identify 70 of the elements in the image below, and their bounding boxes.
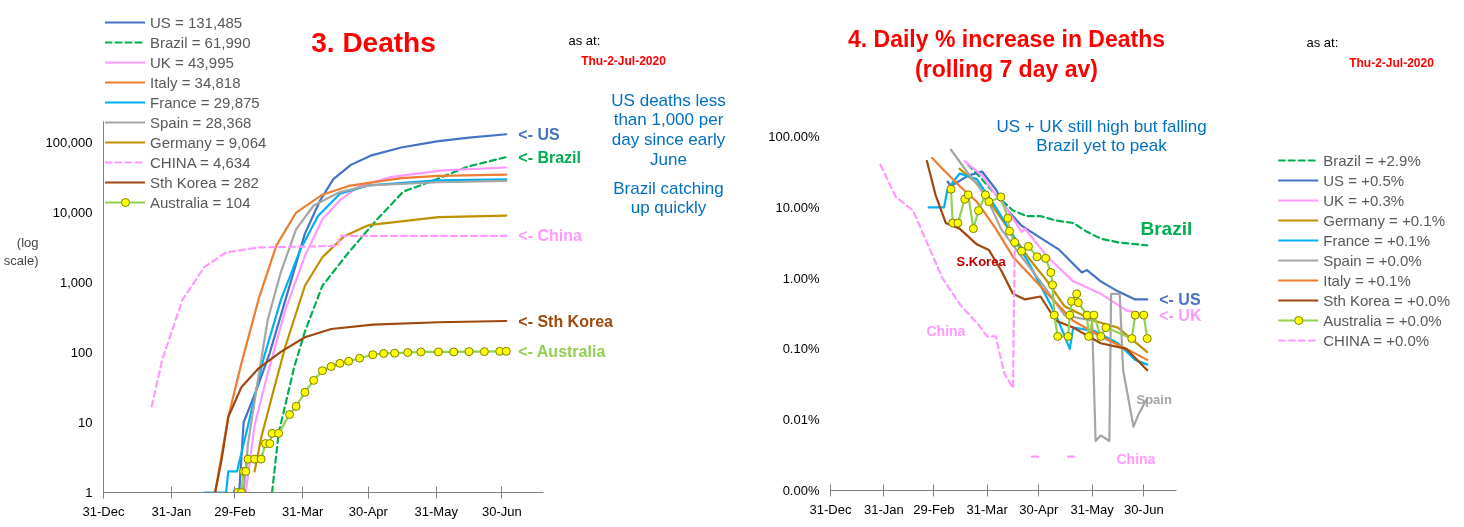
legend-label: UK = +0.3% xyxy=(1323,191,1405,209)
y-tick-label: 1 xyxy=(85,485,93,500)
x-tick-label: 29-Feb xyxy=(214,503,256,519)
x-tick-label: 30-Jun xyxy=(1123,501,1164,517)
x-tick-label: 30-Apr xyxy=(1019,501,1059,517)
text: Brazil catching up quickly xyxy=(613,178,724,218)
y-tick-label: 10 xyxy=(78,415,93,431)
legend-label: Brazil = 61,990 xyxy=(150,33,251,51)
text: US deaths less than 1,000 per day since early June xyxy=(611,90,726,170)
annotation: <- Sth Korea xyxy=(518,312,614,330)
x-tick-label: 31-Jan xyxy=(863,501,904,517)
legend-label: Australia = +0.0% xyxy=(1323,311,1442,329)
legend-label: Germany = +0.1% xyxy=(1323,211,1445,229)
legend-label: France = +0.1% xyxy=(1323,231,1430,249)
annotation: US + UK still high but falling Brazil yet to peak xyxy=(996,116,1207,156)
x-tick-label: 30-Apr xyxy=(348,503,389,519)
legend-label: Spain = 28,368 xyxy=(150,113,252,131)
chart-title: 4. Daily % increase in Deaths xyxy=(847,25,1166,52)
legend-label: Sth Korea = 282 xyxy=(150,173,259,191)
annotation: China xyxy=(926,322,966,339)
y-tick-label: 10,000 xyxy=(52,205,93,221)
legend-label: Brazil = +2.9% xyxy=(1323,151,1421,169)
legend-label: Italy = 34,818 xyxy=(150,73,241,91)
y-tick-label: 1,000 xyxy=(59,275,93,291)
line-series xyxy=(253,214,508,473)
x-tick-label: 31-Mar xyxy=(966,501,1009,517)
x-tick-label: 31-May xyxy=(1070,501,1115,517)
text: as at: xyxy=(1306,35,1339,50)
annotation: Spain xyxy=(1136,392,1172,407)
x-tick-label: 31-Dec xyxy=(809,501,852,517)
y-tick-label: 0.10% xyxy=(782,341,820,357)
chart-title: 3. Deaths xyxy=(311,27,436,58)
legend-label: Australia = 104 xyxy=(150,193,251,211)
annotation: <- US xyxy=(1159,290,1201,308)
y-tick-label: 100 xyxy=(70,345,93,361)
legend-label: UK = 43,995 xyxy=(150,53,234,71)
x-tick-label: 30-Jun xyxy=(482,503,522,519)
chart-subtitle: (rolling 7 day av) xyxy=(915,55,1098,82)
y-tick-label: 100,000 xyxy=(45,135,93,151)
legend-label: Spain = +0.0% xyxy=(1323,251,1422,269)
legend-label: US = 131,485 xyxy=(150,13,243,31)
text: as at: xyxy=(568,33,601,48)
annotation: <- UK xyxy=(1159,306,1202,324)
y-tick-label: 10.00% xyxy=(775,199,820,215)
y-tick-label: 0.00% xyxy=(782,483,820,498)
text: Thu-2-Jul-2020 xyxy=(1349,55,1435,70)
legend-label: CHINA = 4,634 xyxy=(150,153,251,171)
y-tick-label: 100.00% xyxy=(768,129,820,144)
legend-label: Germany = 9,064 xyxy=(150,133,267,151)
annotation: Brazil xyxy=(1140,218,1193,239)
text: Thu-2-Jul-2020 xyxy=(581,53,667,68)
x-tick-label: 31-Dec xyxy=(82,503,125,519)
annotation: China xyxy=(1116,450,1156,467)
y-tick-label: 1.00% xyxy=(782,270,820,286)
line-series xyxy=(214,319,508,493)
legend-label: Sth Korea = +0.0% xyxy=(1323,291,1450,309)
x-tick-label: 31-Mar xyxy=(282,503,324,519)
x-tick-label: 31-May xyxy=(414,503,459,519)
x-tick-label: 29-Feb xyxy=(913,501,955,517)
annotation: <- Brazil xyxy=(518,148,581,166)
legend-label: France = 29,875 xyxy=(150,93,260,111)
x-tick-label: 31-Jan xyxy=(151,503,192,519)
legend-label: CHINA = +0.0% xyxy=(1323,331,1430,349)
legend-label: Italy = +0.1% xyxy=(1323,271,1411,289)
annotation: <- US xyxy=(518,125,560,143)
annotation: <- Australia xyxy=(518,342,606,360)
y-tick-label: 0.01% xyxy=(782,412,820,428)
legend-label: US = +0.5% xyxy=(1323,171,1405,189)
y-axis-title: (log scale) xyxy=(3,235,39,268)
annotation: <- China xyxy=(518,227,582,245)
